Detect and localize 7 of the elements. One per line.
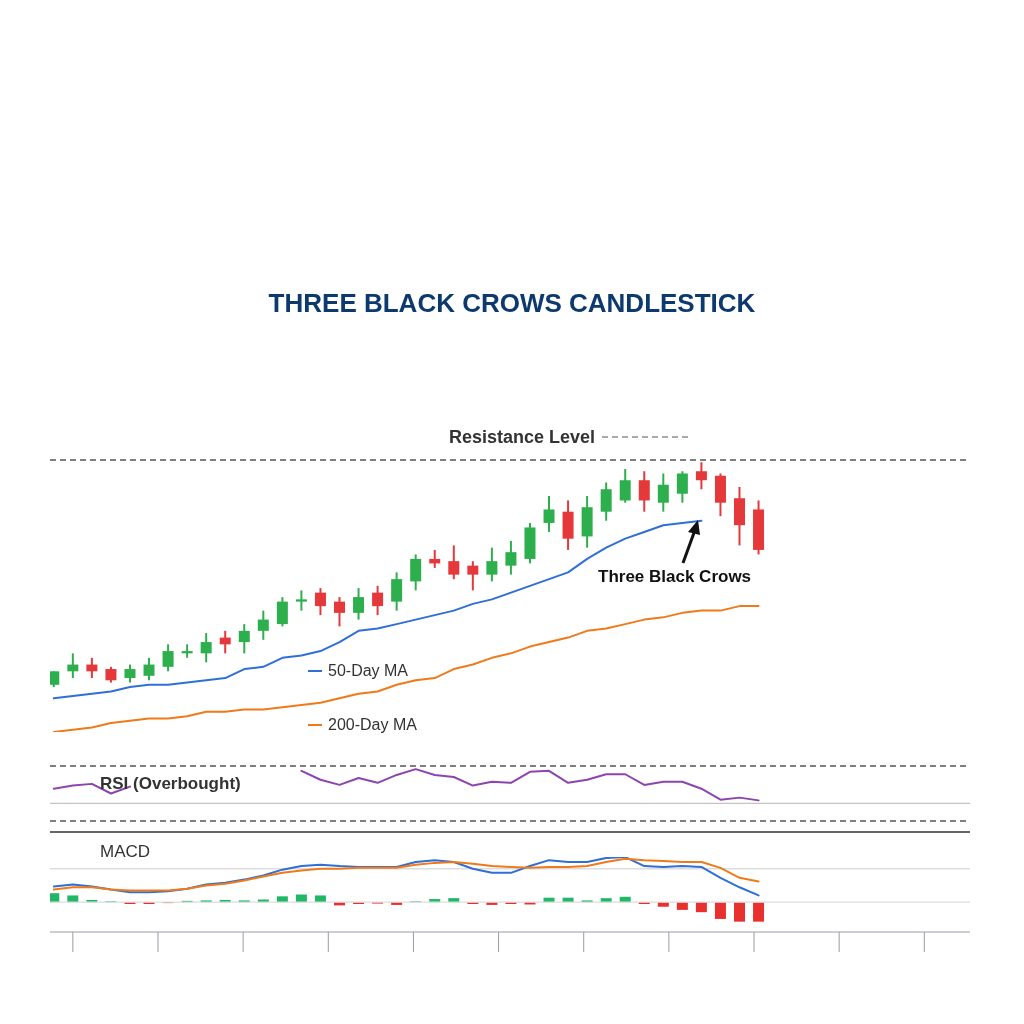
ref-line-label: Resistance Level: [448, 427, 595, 447]
chart-title: THREE BLACK CROWS CANDLESTICK: [268, 288, 756, 318]
legend-label: 200-Day MA: [328, 716, 417, 734]
legend-label: 50-Day MA: [328, 662, 409, 680]
chart-title: MACD: [100, 842, 151, 861]
chart-title: RSI (Overbought): [100, 774, 241, 793]
annotation: Three Black Crows: [598, 567, 752, 586]
